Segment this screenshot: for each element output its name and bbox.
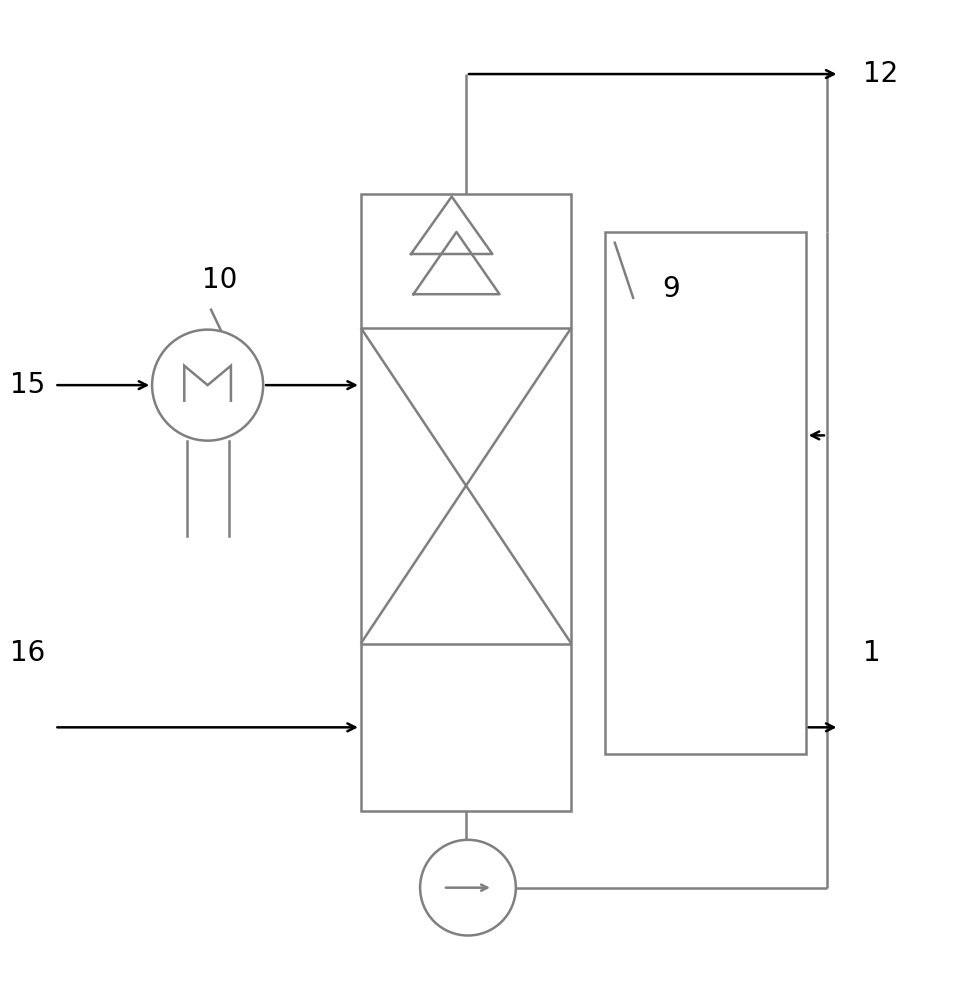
Text: 15: 15 — [10, 371, 45, 399]
Circle shape — [420, 840, 516, 936]
Text: 9: 9 — [663, 275, 680, 303]
Bar — [361, 194, 572, 811]
Text: 10: 10 — [202, 266, 238, 294]
Bar — [605, 232, 806, 754]
Circle shape — [152, 330, 263, 441]
Text: 12: 12 — [863, 60, 899, 88]
Text: 16: 16 — [10, 639, 45, 667]
Text: 1: 1 — [863, 639, 881, 667]
